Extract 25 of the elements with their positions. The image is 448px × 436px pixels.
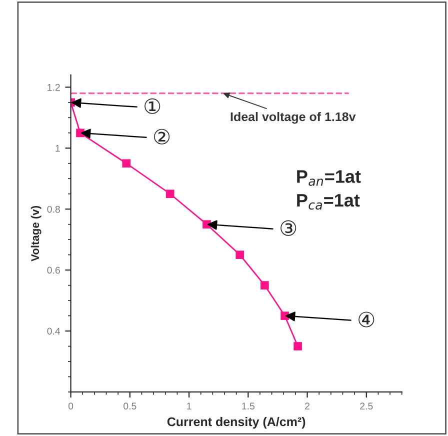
point bbox=[260, 281, 269, 290]
annotation: ④ bbox=[358, 312, 374, 328]
x-tick-label: 2.5 bbox=[360, 402, 373, 410]
x-tick-label: 0 bbox=[68, 402, 74, 410]
annotation: P$_{ca}$=1at bbox=[297, 194, 360, 210]
x-tick-label: 0.5 bbox=[124, 402, 136, 410]
x-axis-title: Current density (A/cm²) bbox=[167, 417, 306, 429]
x-tick-label: 1.5 bbox=[242, 402, 254, 410]
x-tick-label: 1 bbox=[187, 402, 192, 410]
y-axis-title: Voltage (v) bbox=[30, 206, 42, 262]
annotation: ② bbox=[154, 128, 170, 144]
annotation: ③ bbox=[280, 220, 296, 236]
y-tick-label: 1 bbox=[56, 144, 60, 152]
y-tick-label: 0.4 bbox=[47, 328, 60, 335]
y-tick-label: 0.8 bbox=[47, 206, 60, 213]
point bbox=[122, 159, 131, 168]
annotation: P$_{an}$=1at bbox=[297, 170, 361, 186]
point bbox=[294, 342, 302, 350]
ref-line-label: Ideal voltage of 1.18v bbox=[230, 112, 356, 124]
y-tick-label: 0.6 bbox=[47, 266, 60, 274]
point bbox=[236, 250, 244, 259]
x-tick-label: 2 bbox=[305, 402, 310, 410]
y-tick-label: 1.2 bbox=[48, 84, 60, 91]
point bbox=[166, 190, 174, 198]
annotation: ① bbox=[144, 98, 160, 114]
